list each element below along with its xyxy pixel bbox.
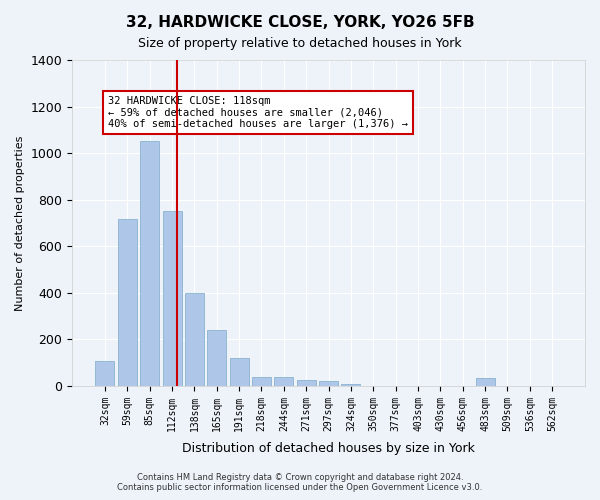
Bar — [163, 212, 182, 386]
Text: 32 HARDWICKE CLOSE: 118sqm
← 59% of detached houses are smaller (2,046)
40% of s: 32 HARDWICKE CLOSE: 118sqm ← 59% of deta… — [108, 96, 408, 129]
Bar — [274, 376, 293, 386]
Bar — [341, 384, 361, 386]
Bar — [140, 142, 159, 386]
Text: 32, HARDWICKE CLOSE, YORK, YO26 5FB: 32, HARDWICKE CLOSE, YORK, YO26 5FB — [125, 15, 475, 30]
Bar — [252, 376, 271, 386]
Bar — [476, 378, 494, 386]
Bar — [95, 362, 115, 386]
Bar — [319, 382, 338, 386]
Bar — [230, 358, 248, 386]
Text: Size of property relative to detached houses in York: Size of property relative to detached ho… — [138, 38, 462, 51]
Bar — [297, 380, 316, 386]
Text: Contains HM Land Registry data © Crown copyright and database right 2024.
Contai: Contains HM Land Registry data © Crown c… — [118, 473, 482, 492]
Bar — [207, 330, 226, 386]
X-axis label: Distribution of detached houses by size in York: Distribution of detached houses by size … — [182, 442, 475, 455]
Bar — [185, 293, 204, 386]
Bar — [118, 220, 137, 386]
Y-axis label: Number of detached properties: Number of detached properties — [15, 136, 25, 310]
